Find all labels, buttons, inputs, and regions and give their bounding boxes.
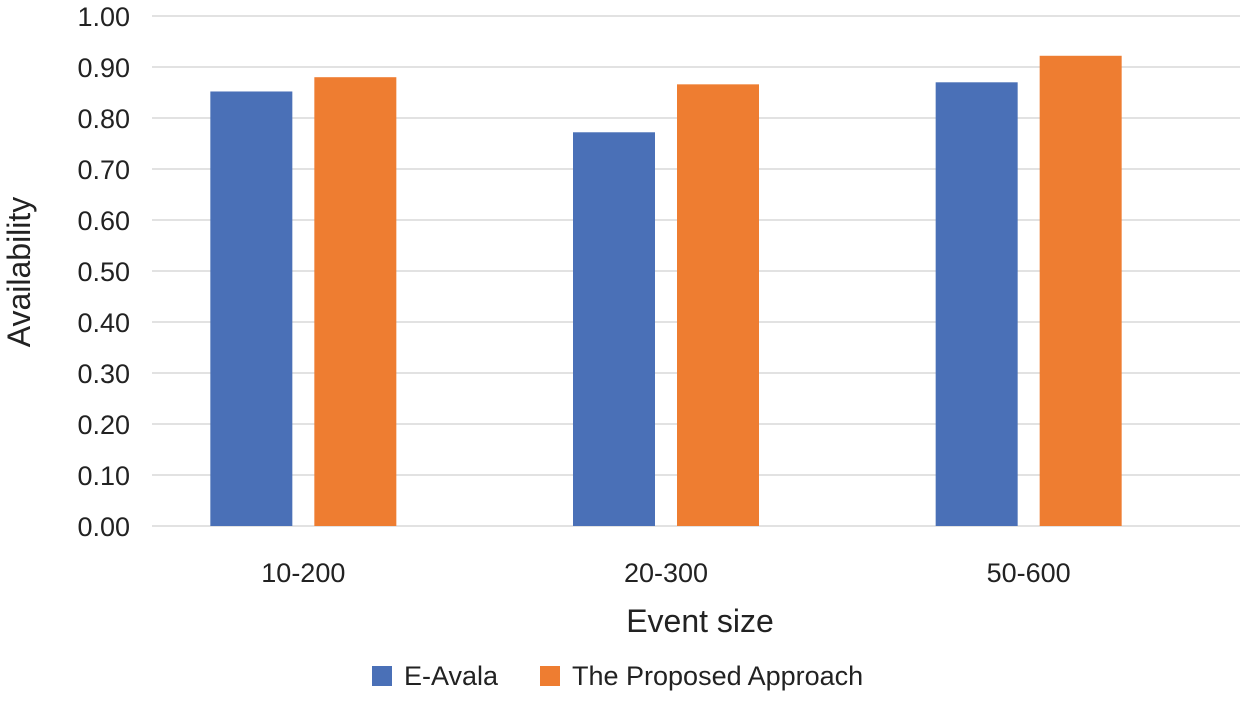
x-axis-ticks: 10-200 20-300 50-600 — [261, 558, 1070, 588]
legend-swatch — [372, 666, 392, 686]
y-tick-label: 0.60 — [77, 206, 130, 236]
bar-e-avala-20-300 — [573, 132, 655, 526]
y-tick-label: 0.00 — [77, 512, 130, 542]
legend-label: E-Avala — [404, 661, 499, 691]
bars — [210, 55, 1122, 527]
bar-e-avala-10-200 — [210, 91, 293, 526]
bar-proposed-approach-50-600 — [1039, 55, 1122, 526]
y-tick-label: 0.40 — [77, 308, 130, 338]
y-tick-label: 0.10 — [77, 461, 130, 491]
y-tick-label: 0.30 — [77, 359, 130, 389]
y-tick-label: 1.00 — [77, 2, 130, 32]
y-tick-label: 0.90 — [77, 53, 130, 83]
x-tick-label: 20-300 — [624, 558, 708, 588]
y-axis-ticks: 0.00 0.10 0.20 0.30 0.40 0.50 0.60 0.70 0.80 0.90… — [77, 2, 130, 542]
x-axis-title: Event size — [626, 603, 774, 639]
bar-proposed-approach-20-300 — [677, 84, 759, 526]
bar-proposed-approach-10-200 — [314, 77, 397, 526]
y-tick-label: 0.20 — [77, 410, 130, 440]
legend-label: The Proposed Approach — [572, 661, 863, 691]
x-tick-label: 50-600 — [987, 558, 1071, 588]
x-tick-label: 10-200 — [261, 558, 345, 588]
bar-e-avala-50-600 — [935, 82, 1018, 527]
y-tick-label: 0.70 — [77, 155, 130, 185]
y-axis-title: Availability — [1, 197, 37, 348]
legend: E-Avala The Proposed Approach — [372, 661, 863, 691]
legend-swatch — [540, 666, 560, 686]
y-tick-label: 0.50 — [77, 257, 130, 287]
y-tick-label: 0.80 — [77, 104, 130, 134]
